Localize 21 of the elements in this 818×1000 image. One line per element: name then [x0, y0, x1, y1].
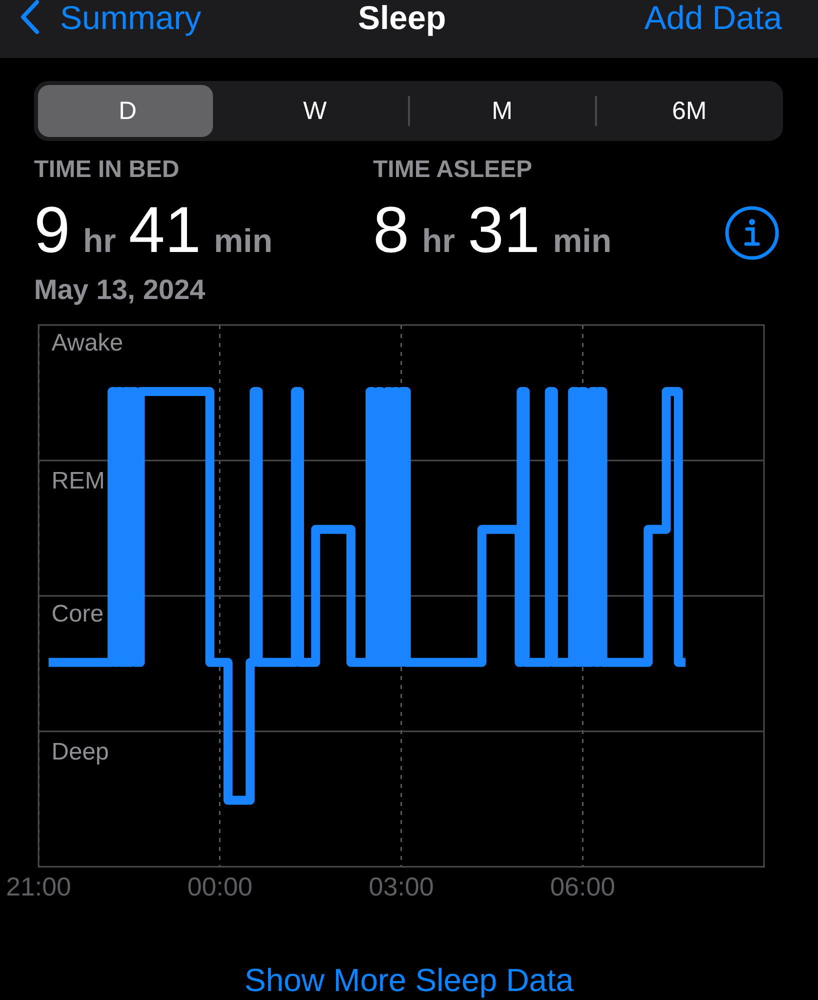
annotation: REM — [52, 467, 105, 494]
text: TIME ASLEEP — [373, 156, 532, 184]
chart-subtitle: May 13, 2024 — [34, 274, 206, 306]
annotation: Core — [52, 600, 104, 628]
chart-title: Sleep — [358, 0, 446, 36]
x-tick-label: 21:00 — [6, 872, 72, 902]
text: W — [302, 96, 328, 126]
x-tick-label: 00:00 — [187, 872, 252, 902]
text: D — [118, 96, 138, 126]
text: 8 hr 31 min — [373, 193, 612, 266]
text: M — [490, 96, 514, 126]
text: Add Data — [644, 0, 782, 36]
text: 9 hr 41 min — [34, 193, 272, 266]
text: TIME IN BED — [34, 156, 180, 184]
x-tick-label: 06:00 — [550, 872, 616, 902]
text: Summary — [60, 0, 202, 36]
x-tick-label: 03:00 — [368, 872, 434, 902]
text: 6M — [671, 96, 708, 126]
text: Show More Sleep Data — [243, 962, 575, 998]
annotation: Deep — [52, 738, 109, 766]
text: Awake — [52, 330, 124, 357]
